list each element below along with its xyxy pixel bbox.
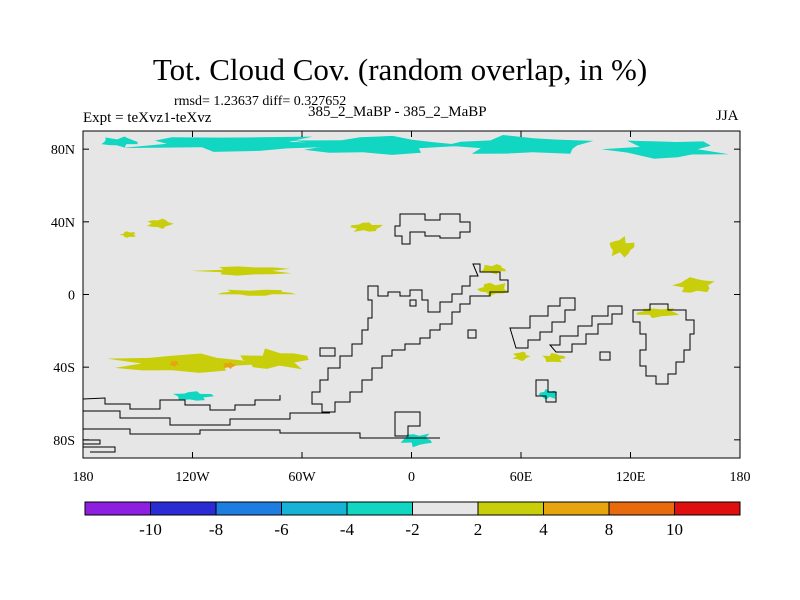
contour-region-2 <box>106 353 273 373</box>
contour-region--4 <box>538 388 557 400</box>
contour-region--4 <box>290 135 468 155</box>
x-tick-label: 180 <box>730 470 751 485</box>
contour-region-2 <box>147 218 174 229</box>
colorbar-box <box>674 501 741 516</box>
y-tick-label: 80S <box>53 434 75 449</box>
x-tick-label: 60W <box>288 470 316 485</box>
colorbar-label: 8 <box>605 520 614 539</box>
x-axis: 180 120W 60W 0 60E 120E 180 <box>73 131 751 485</box>
colorbar-label: -2 <box>405 520 419 539</box>
contour-region-2 <box>636 308 680 319</box>
colorbar-box <box>150 501 217 516</box>
x-tick-label: 180 <box>73 470 94 485</box>
colorbar-label: -10 <box>139 520 162 539</box>
colorbar: -10 -8 -6 -4 -2 2 4 8 10 <box>84 501 741 539</box>
contour-regions <box>101 135 729 448</box>
colorbar-box <box>84 501 151 516</box>
coastline-outline <box>82 213 695 453</box>
colorbar-label: -6 <box>274 520 288 539</box>
y-tick-label: 80N <box>51 143 75 158</box>
contour-region--4 <box>122 136 343 152</box>
x-tick-label: 120E <box>616 470 646 485</box>
chart-subtitle: 385_2_MaBP - 385_2_MaBP <box>308 104 487 120</box>
contour-region-2 <box>119 231 136 238</box>
contour-region-2 <box>672 277 715 293</box>
contour-region--4 <box>172 391 215 401</box>
y-tick-label: 0 <box>68 289 75 304</box>
colorbar-label: 4 <box>539 520 548 539</box>
season-label: JJA <box>716 108 739 124</box>
contour-region-2 <box>240 348 309 370</box>
colorbar-label: 2 <box>474 520 483 539</box>
contour-region-2 <box>350 222 383 232</box>
contour-region-2 <box>541 353 566 363</box>
contour-region-2 <box>191 266 292 276</box>
contour-region--4 <box>400 433 433 448</box>
contour-region-4 <box>223 361 236 369</box>
contour-region-2 <box>609 236 635 258</box>
y-tick-label: 40N <box>51 216 75 231</box>
colorbar-box <box>281 501 348 516</box>
colorbar-box <box>215 501 282 516</box>
colorbar-box <box>346 501 413 516</box>
contour-region-4 <box>169 360 180 367</box>
contour-region--4 <box>444 135 594 154</box>
stats-text: rmsd= 1.23637 diff= 0.327652 <box>174 94 347 109</box>
colorbar-box <box>412 501 479 516</box>
contour-region--4 <box>601 140 729 159</box>
contour-region-2 <box>512 351 531 361</box>
contour-region--4 <box>101 136 138 148</box>
experiment-label: Expt = teXvz1-teXvz <box>83 110 212 126</box>
contour-region-2 <box>476 282 510 297</box>
colorbar-box <box>477 501 544 516</box>
colorbar-box <box>543 501 610 516</box>
colorbar-box <box>608 501 675 516</box>
colorbar-label: 10 <box>666 520 683 539</box>
x-tick-label: 120W <box>175 470 210 485</box>
y-tick-label: 40S <box>53 361 75 376</box>
contour-region-2 <box>217 289 297 296</box>
plot-background <box>83 131 740 458</box>
chart-title: Tot. Cloud Cov. (random overlap, in %) <box>152 52 648 87</box>
colorbar-label: -4 <box>340 520 355 539</box>
x-tick-label: 60E <box>510 470 533 485</box>
x-tick-label: 0 <box>408 470 415 485</box>
colorbar-label: -8 <box>209 520 223 539</box>
y-axis: 80N 40N 0 40S 80S <box>51 143 740 449</box>
